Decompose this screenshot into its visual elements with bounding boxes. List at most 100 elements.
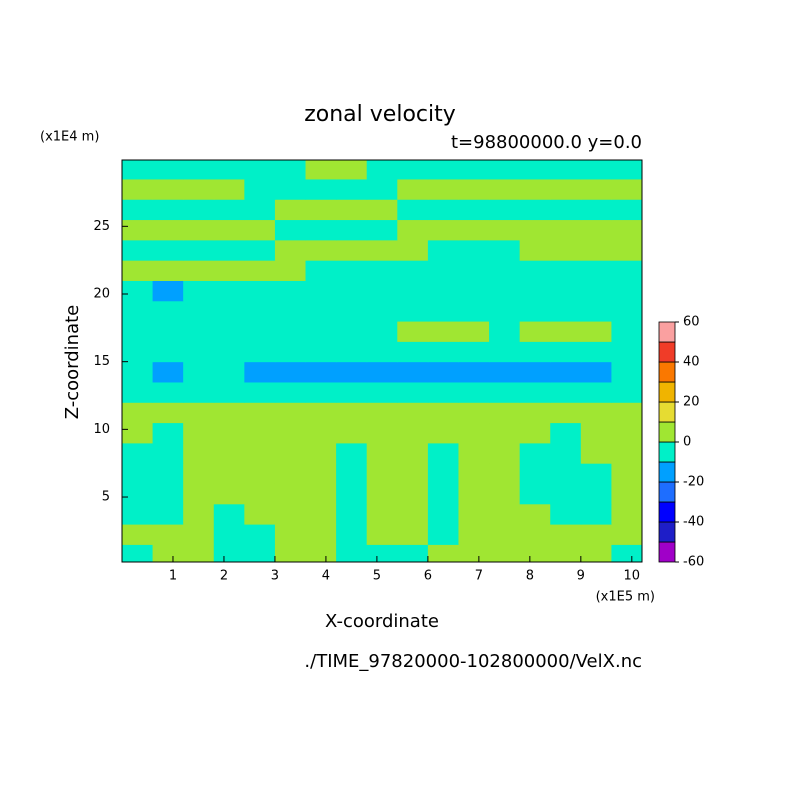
contour-cell <box>427 160 459 180</box>
contour-cell <box>489 160 521 180</box>
contour-cell <box>336 381 368 403</box>
contour-cell <box>183 402 215 424</box>
contour-cell <box>427 300 459 322</box>
colorbar-label: -60 <box>683 555 704 570</box>
contour-cell <box>580 239 612 261</box>
contour-cell <box>427 381 459 403</box>
contour-cell <box>427 483 459 505</box>
contour-cell <box>397 260 429 281</box>
contour-cell <box>397 280 429 302</box>
contour-cell <box>580 341 612 363</box>
contour-cell <box>183 483 215 505</box>
contour-cell <box>122 321 154 342</box>
contour-cell <box>244 321 276 342</box>
contour-cell <box>152 442 184 464</box>
contour-cell <box>611 442 642 464</box>
contour-cell <box>519 280 551 302</box>
colorbar-box <box>658 321 676 343</box>
contour-cell <box>122 178 154 200</box>
contour-cell <box>183 503 215 525</box>
contour-cell <box>183 260 215 281</box>
contour-cell <box>213 321 245 342</box>
contour-cell <box>580 260 612 281</box>
source-file: ./TIME_97820000-102800000/VelX.nc <box>304 651 642 672</box>
contour-cell <box>458 361 490 383</box>
contour-cell <box>274 300 307 322</box>
contour-cell <box>152 280 184 302</box>
contour-cell <box>366 239 398 261</box>
contour-cell <box>244 341 276 363</box>
contour-cell <box>183 381 215 403</box>
contour-cell <box>122 199 154 221</box>
contour-cell <box>183 361 215 383</box>
contour-cell <box>305 178 337 200</box>
contour-cell <box>611 199 642 221</box>
contour-cell <box>244 442 276 464</box>
contour-cell <box>427 280 459 302</box>
contour-cell <box>580 483 612 505</box>
colorbar-box <box>658 361 676 383</box>
contour-cell <box>580 199 612 221</box>
contour-cell <box>274 280 307 302</box>
contour-cell <box>580 280 612 302</box>
contour-cell <box>519 300 551 322</box>
contour-cell <box>580 402 612 424</box>
contour-cell <box>183 300 215 322</box>
contour-cell <box>458 544 490 562</box>
contour-cell <box>213 422 245 444</box>
contour-cell <box>489 524 521 545</box>
contour-cell <box>550 503 582 525</box>
contour-cell <box>519 260 551 281</box>
contour-cell <box>122 524 154 545</box>
contour-cell <box>458 341 490 363</box>
colorbar-box <box>658 381 676 403</box>
contour-cell <box>213 442 245 464</box>
contour-cell <box>366 483 398 505</box>
contour-cell <box>213 503 245 525</box>
contour-cell <box>336 321 368 342</box>
y-tick-label: 25 <box>93 219 110 234</box>
colorbar-box <box>658 541 676 563</box>
contour-cell <box>122 463 154 484</box>
contour-cell <box>305 361 337 383</box>
contour-cell <box>305 402 337 424</box>
contour-cell <box>366 300 398 322</box>
contour-cell <box>427 524 459 545</box>
contour-cell <box>274 178 307 200</box>
contour-cell <box>305 260 337 281</box>
contour-cell <box>122 260 154 281</box>
contour-cell <box>550 422 582 444</box>
contour-cell <box>611 300 642 322</box>
contour-cell <box>397 422 429 444</box>
colorbar-label: 40 <box>683 355 700 370</box>
contour-cell <box>244 544 276 562</box>
contour-cell <box>458 463 490 484</box>
contour-cell <box>244 483 276 505</box>
colorbar-label: -20 <box>683 475 704 490</box>
contour-cell <box>519 178 551 200</box>
contour-cell <box>305 300 337 322</box>
contour-cell <box>305 321 337 342</box>
x-tick-label: 2 <box>220 569 228 584</box>
contour-cell <box>183 321 215 342</box>
contour-cell <box>550 381 582 403</box>
contour-cell <box>519 544 551 562</box>
x-axis-label: X-coordinate <box>325 611 439 632</box>
contour-cell <box>458 321 490 342</box>
contour-cell <box>274 442 307 464</box>
contour-cell <box>611 463 642 484</box>
colorbar-label: 60 <box>683 315 700 330</box>
contour-cell <box>152 260 184 281</box>
contour-cell <box>152 524 184 545</box>
contour-cell <box>244 239 276 261</box>
contour-cell <box>427 463 459 484</box>
plot-frame <box>121 159 643 563</box>
colorbar-label: 0 <box>683 435 691 450</box>
contour-cell <box>244 463 276 484</box>
contour-cell <box>122 402 154 424</box>
contour-cell <box>336 300 368 322</box>
y-tick-label: 20 <box>93 287 110 302</box>
contour-cell <box>580 524 612 545</box>
contour-cell <box>397 219 429 241</box>
contour-cell <box>183 239 215 261</box>
